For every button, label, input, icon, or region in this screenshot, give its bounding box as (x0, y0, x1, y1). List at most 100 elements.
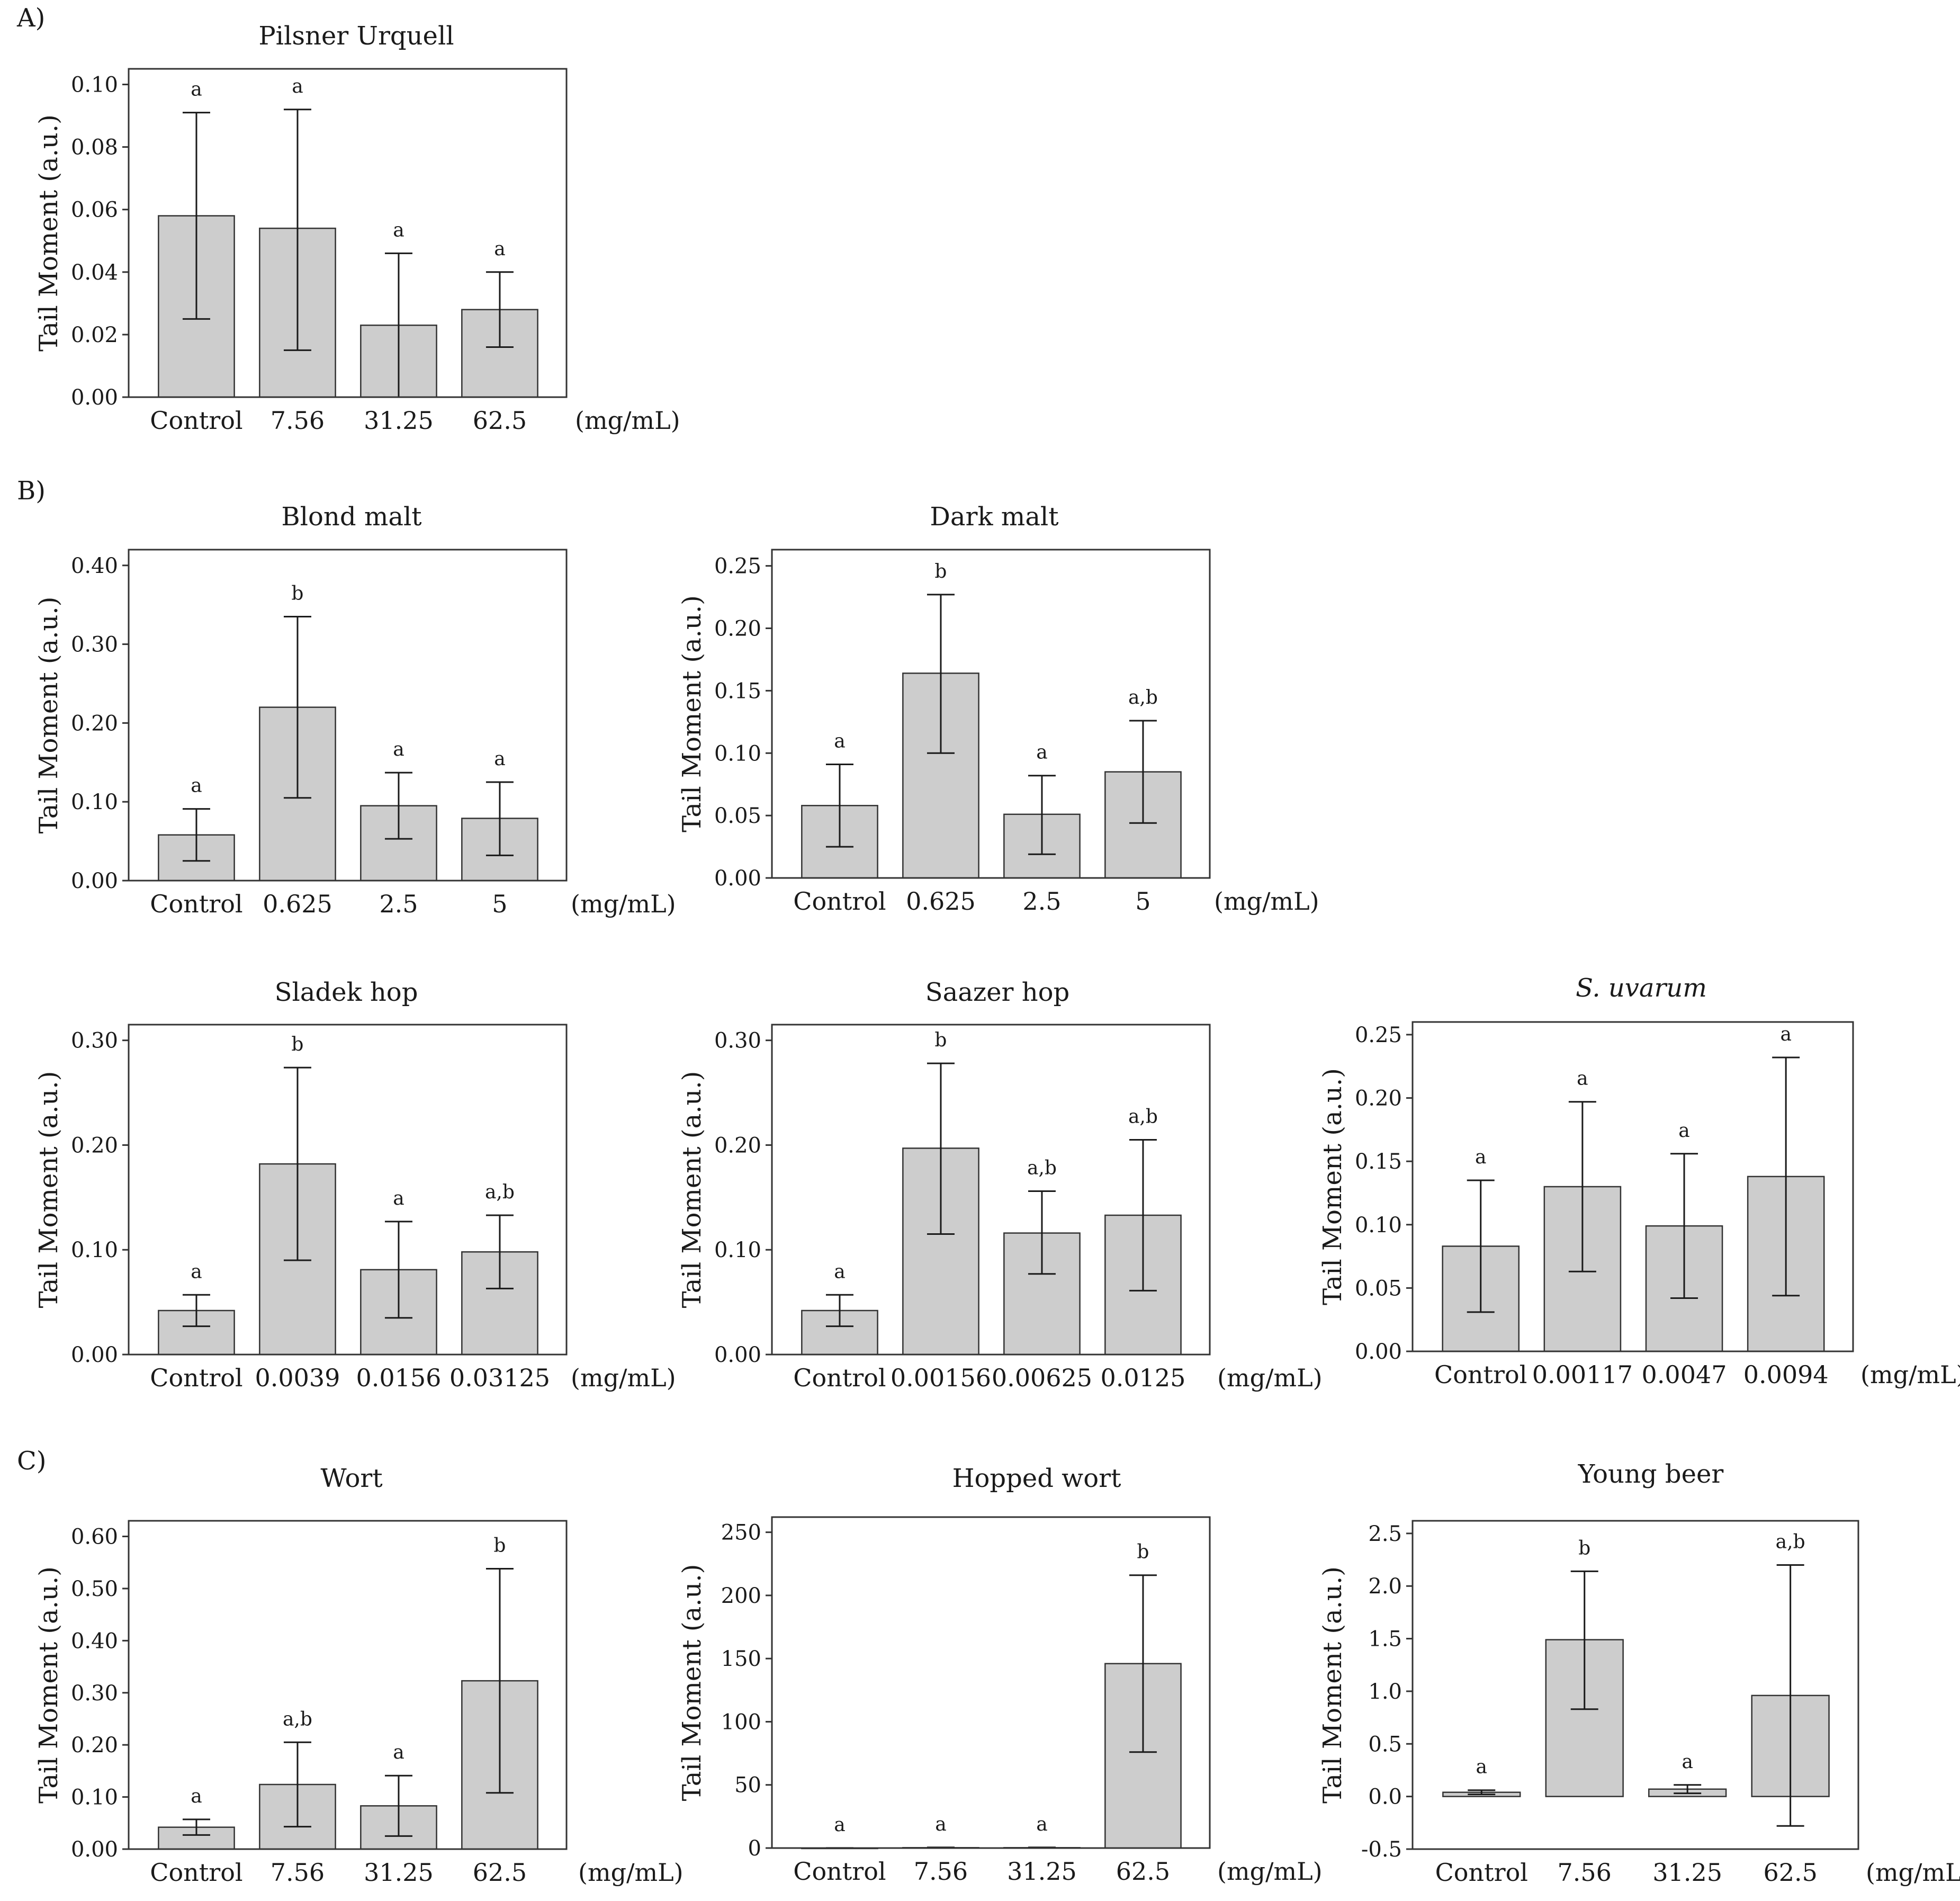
x-unit-label: (mg/mL) (571, 890, 676, 918)
category-label-0: Control (150, 890, 242, 918)
y-tick-label: 0.30 (71, 633, 118, 657)
chart-title: Pilsner Urquell (258, 21, 454, 51)
category-label-1: 7.56 (271, 1858, 325, 1887)
y-tick-label: 0.00 (71, 1837, 118, 1862)
y-tick-label: 0.30 (71, 1029, 118, 1053)
plot-frame (1411, 1520, 1859, 1850)
y-tick-label: 200 (721, 1584, 761, 1608)
y-tick-label: 0.10 (71, 1238, 118, 1262)
chart-title: Wort (320, 1464, 382, 1493)
significance-label-0: a (834, 730, 845, 752)
category-label-1: 7.56 (914, 1857, 968, 1886)
category-label-0: Control (1435, 1858, 1528, 1887)
significance-label-1: b (1578, 1537, 1590, 1559)
y-tick-label: 0.5 (1368, 1732, 1402, 1756)
category-label-0: Control (150, 1364, 242, 1392)
category-label-2: 31.25 (1007, 1857, 1077, 1886)
y-tick-label: 0.40 (71, 1629, 118, 1653)
significance-label-0: a (191, 79, 202, 101)
y-tick-label: 150 (721, 1647, 761, 1671)
significance-label-0: a (834, 1261, 845, 1283)
significance-label-0: a (1476, 1756, 1487, 1778)
plot-frame (128, 1024, 568, 1356)
category-label-0: Control (150, 406, 242, 435)
y-tick-label: 0.40 (71, 554, 118, 578)
significance-label-3: a (494, 748, 505, 770)
chart-title: S. uvarum (1576, 973, 1707, 1003)
chart-7: Hopped wort Tail Moment (a.u.) 0 50 100 150 20… (677, 1464, 1323, 1886)
category-label-0: Control (793, 1364, 886, 1392)
significance-label-3: a (1780, 1024, 1791, 1045)
y-tick-label: 1.5 (1368, 1627, 1402, 1652)
y-tick-label: 0.50 (71, 1577, 118, 1601)
chart-6: Wort Tail Moment (a.u.) 0.00 0.10 0.20 0.30 0.… (34, 1464, 684, 1887)
y-tick-label: 50 (734, 1773, 761, 1798)
significance-label-2: a,b (1027, 1157, 1057, 1179)
chart-4: Saazer hop Tail Moment (a.u.) 0.00 0.10 0.20… (677, 978, 1323, 1392)
category-label-2: 2.5 (1022, 887, 1061, 916)
y-tick-label: 0.00 (1355, 1340, 1402, 1364)
y-tick-label: 0.00 (71, 385, 118, 410)
y-tick-label: 0.20 (71, 1133, 118, 1158)
significance-label-1: b (291, 1034, 303, 1055)
y-tick-label: 0.05 (1355, 1276, 1402, 1301)
significance-label-0: a (191, 1786, 202, 1807)
significance-label-2: a (1682, 1751, 1693, 1773)
chart-8: Young beer Tail Moment (a.u.) -0.5 0.0 0.5 1.… (1318, 1459, 1960, 1887)
significance-label-1: b (934, 1029, 947, 1051)
y-tick-label: 0.15 (1355, 1150, 1402, 1174)
chart-0: Pilsner Urquell Tail Moment (a.u.) 0.00 0.0… (34, 21, 680, 435)
category-label-2: 2.5 (379, 890, 418, 918)
category-label-1: 7.56 (271, 406, 325, 435)
plot-frame (771, 549, 1211, 879)
significance-label-1: a (292, 76, 303, 97)
y-tick-label: 0.10 (71, 1786, 118, 1810)
x-unit-label: (mg/mL) (1866, 1858, 1960, 1887)
x-unit-label: (mg/mL) (1217, 1857, 1323, 1886)
chart-5: S. uvarum Tail Moment (a.u.) 0.00 0.05 0.10 0… (1318, 973, 1960, 1389)
category-label-2: 31.25 (364, 406, 434, 435)
chart-title: Blond malt (281, 502, 421, 532)
x-unit-label: (mg/mL) (571, 1364, 676, 1392)
chart-title: Dark malt (930, 502, 1058, 532)
category-label-3: 62.5 (473, 1858, 527, 1887)
significance-label-3: a,b (1128, 687, 1158, 709)
chart-title: Hopped wort (952, 1464, 1121, 1493)
plot-frame (128, 549, 568, 882)
chart-3: Sladek hop Tail Moment (a.u.) 0.00 0.10 0.20… (34, 978, 676, 1392)
y-axis-label: Tail Moment (a.u.) (1318, 1068, 1347, 1305)
significance-label-3: b (493, 1535, 506, 1557)
plot-frame (1411, 1021, 1854, 1352)
significance-label-1: a (1577, 1068, 1588, 1090)
section-label-c: C) (17, 1446, 46, 1476)
significance-label-2: a (1678, 1120, 1689, 1142)
significance-label-0: a (191, 1261, 202, 1283)
y-tick-label: 1.0 (1368, 1680, 1402, 1704)
y-tick-label: 100 (721, 1710, 761, 1734)
y-axis-label: Tail Moment (a.u.) (1318, 1566, 1347, 1804)
category-label-2: 0.0156 (356, 1364, 441, 1392)
category-label-0: Control (150, 1858, 242, 1887)
y-axis-label: Tail Moment (a.u.) (677, 1564, 707, 1801)
y-tick-label: -0.5 (1361, 1837, 1402, 1862)
category-label-1: 0.625 (906, 887, 976, 916)
significance-label-0: a (191, 775, 202, 797)
x-unit-label: (mg/mL) (575, 406, 680, 435)
category-label-3: 62.5 (1116, 1857, 1170, 1886)
y-tick-label: 0.02 (71, 323, 118, 347)
chart-1: Blond malt Tail Moment (a.u.) 0.00 0.10 0.20… (34, 502, 676, 918)
y-tick-label: 250 (721, 1521, 761, 1545)
y-tick-label: 0.25 (714, 554, 761, 579)
y-tick-label: 0.25 (1355, 1023, 1402, 1047)
category-label-0: Control (793, 887, 886, 916)
category-label-1: 0.00117 (1532, 1360, 1633, 1389)
category-label-1: 7.56 (1558, 1858, 1612, 1887)
y-tick-label: 0.00 (714, 1343, 761, 1367)
chart-title: Sladek hop (275, 978, 418, 1007)
y-axis-label: Tail Moment (a.u.) (34, 114, 64, 352)
x-unit-label: (mg/mL) (1217, 1364, 1323, 1392)
y-tick-label: 0.30 (714, 1029, 761, 1053)
category-label-3: 0.03125 (449, 1364, 550, 1392)
y-tick-label: 0.60 (71, 1525, 118, 1549)
plot-frame (771, 1516, 1211, 1849)
